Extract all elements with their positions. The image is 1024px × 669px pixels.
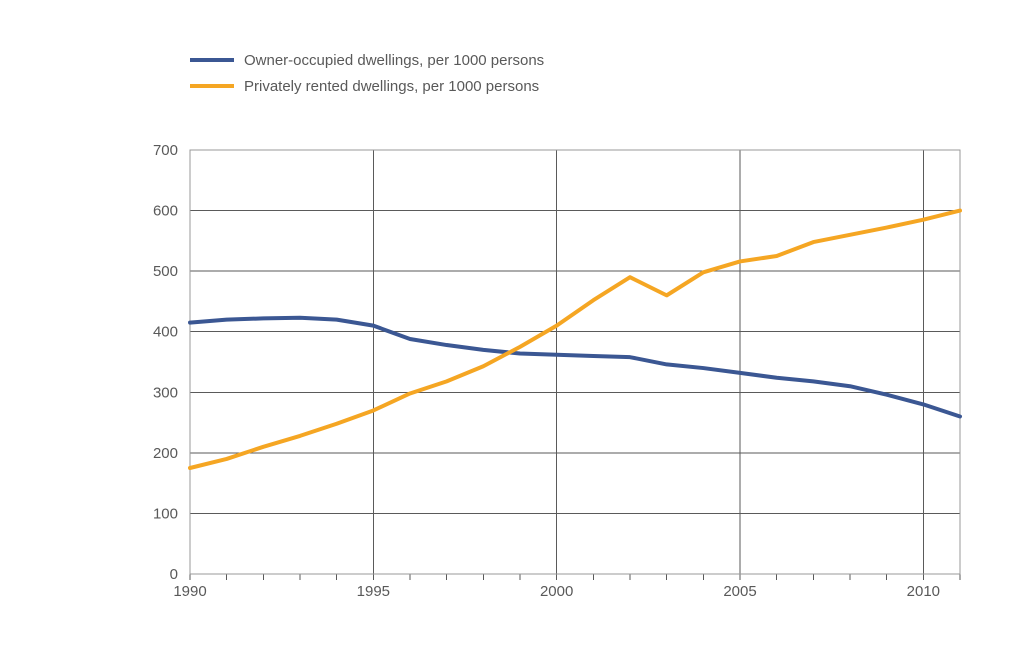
y-tick-label: 300 bbox=[153, 384, 178, 401]
x-tick-label: 1990 bbox=[173, 583, 206, 600]
legend-label: Owner-occupied dwellings, per 1000 perso… bbox=[244, 52, 544, 69]
y-tick-label: 200 bbox=[153, 445, 178, 462]
y-tick-label: 0 bbox=[170, 566, 178, 583]
x-tick-label: 2010 bbox=[907, 583, 940, 600]
line-chart: 0 100 200 300 400 500 600 700 1990 1995 2000 2005 20… bbox=[0, 0, 1024, 669]
y-tick-label: 600 bbox=[153, 203, 178, 220]
y-tick-label: 700 bbox=[153, 142, 178, 159]
y-tick-label: 400 bbox=[153, 324, 178, 341]
x-tick-label: 2005 bbox=[723, 583, 756, 600]
legend-label: Privately rented dwellings, per 1000 per… bbox=[244, 78, 539, 95]
x-tick-label: 1995 bbox=[357, 583, 390, 600]
chart-svg: 0 100 200 300 400 500 600 700 1990 1995 2000 2005 20… bbox=[0, 0, 1024, 669]
y-tick-label: 500 bbox=[153, 263, 178, 280]
x-tick-label: 2000 bbox=[540, 583, 573, 600]
y-tick-label: 100 bbox=[153, 505, 178, 522]
